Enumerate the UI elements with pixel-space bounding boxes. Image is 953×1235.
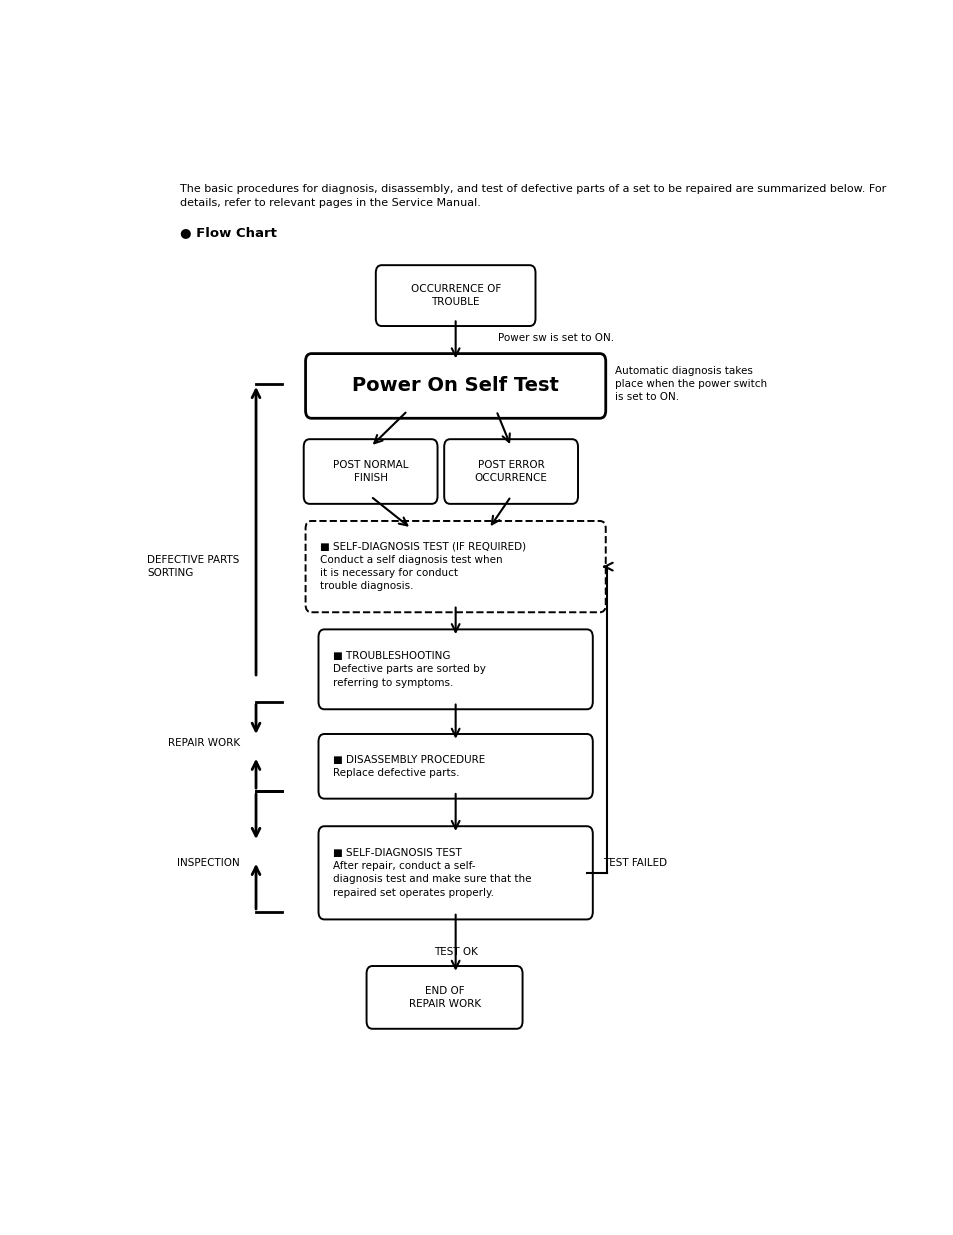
FancyBboxPatch shape xyxy=(303,440,437,504)
Text: ■ TROUBLESHOOTING
Defective parts are sorted by
referring to symptoms.: ■ TROUBLESHOOTING Defective parts are so… xyxy=(333,651,486,688)
Text: The basic procedures for diagnosis, disassembly, and test of defective parts of : The basic procedures for diagnosis, disa… xyxy=(180,184,885,209)
Text: Power On Self Test: Power On Self Test xyxy=(352,377,558,395)
Text: REPAIR WORK: REPAIR WORK xyxy=(168,737,239,747)
Text: TEST OK: TEST OK xyxy=(434,947,477,957)
Text: DEFECTIVE PARTS
SORTING: DEFECTIVE PARTS SORTING xyxy=(147,555,239,578)
Text: ■ DISASSEMBLY PROCEDURE
Replace defective parts.: ■ DISASSEMBLY PROCEDURE Replace defectiv… xyxy=(333,755,485,778)
FancyBboxPatch shape xyxy=(305,353,605,419)
FancyBboxPatch shape xyxy=(318,826,592,919)
FancyBboxPatch shape xyxy=(318,630,592,709)
FancyBboxPatch shape xyxy=(366,966,522,1029)
Text: END OF
REPAIR WORK: END OF REPAIR WORK xyxy=(408,986,480,1009)
Text: ■ SELF-DIAGNOSIS TEST (IF REQUIRED)
Conduct a self diagnosis test when
it is nec: ■ SELF-DIAGNOSIS TEST (IF REQUIRED) Cond… xyxy=(320,542,526,592)
Text: Automatic diagnosis takes
place when the power switch
is set to ON.: Automatic diagnosis takes place when the… xyxy=(614,366,766,403)
Text: INSPECTION: INSPECTION xyxy=(177,858,239,868)
Text: Power sw is set to ON.: Power sw is set to ON. xyxy=(497,333,614,343)
FancyBboxPatch shape xyxy=(375,266,535,326)
Text: OCCURRENCE OF
TROUBLE: OCCURRENCE OF TROUBLE xyxy=(410,284,500,308)
Text: POST NORMAL
FINISH: POST NORMAL FINISH xyxy=(333,459,408,483)
Text: POST ERROR
OCCURRENCE: POST ERROR OCCURRENCE xyxy=(475,459,547,483)
Text: ■ SELF-DIAGNOSIS TEST
After repair, conduct a self-
diagnosis test and make sure: ■ SELF-DIAGNOSIS TEST After repair, cond… xyxy=(333,848,531,898)
FancyBboxPatch shape xyxy=(305,521,605,613)
Text: ● Flow Chart: ● Flow Chart xyxy=(180,226,276,240)
FancyBboxPatch shape xyxy=(444,440,578,504)
FancyBboxPatch shape xyxy=(318,734,592,799)
Text: TEST FAILED: TEST FAILED xyxy=(603,858,667,868)
